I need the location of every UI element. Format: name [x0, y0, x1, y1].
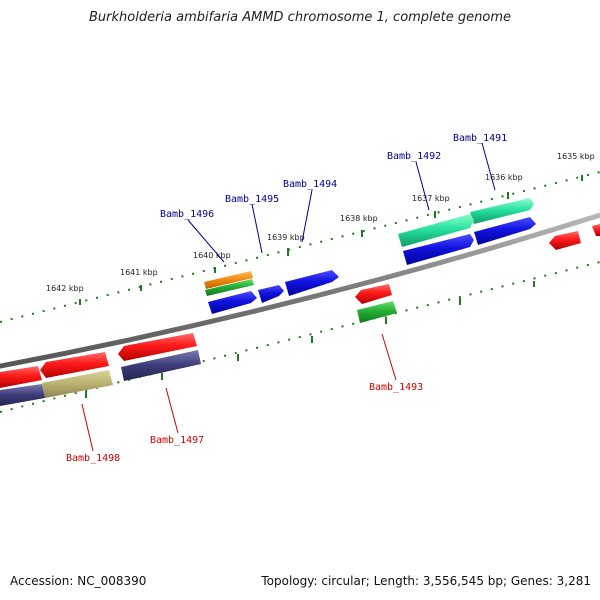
- kbp-label-1640: 1640 kbp: [193, 251, 231, 260]
- gene-left-edge-red[interactable]: [0, 366, 42, 388]
- gene-bamb-1496-rna[interactable]: [204, 271, 254, 296]
- leader-lines-forward: [187, 142, 496, 263]
- gene-right-edge-cds[interactable]: [592, 224, 600, 236]
- scale-track-inner: [0, 261, 600, 413]
- gene-left-edge-purple[interactable]: [0, 384, 45, 406]
- gene-bamb-1491-cds[interactable]: [474, 217, 536, 245]
- leader-lines-reverse: [81, 333, 397, 452]
- kbp-label-1639: 1639 kbp: [267, 233, 305, 242]
- gene-bamb-1496-cds[interactable]: [208, 291, 257, 314]
- gene-label-bamb-1494[interactable]: Bamb_1494: [283, 179, 337, 190]
- kbp-label-1636: 1636 kbp: [485, 173, 523, 182]
- gene-label-bamb-1497[interactable]: Bamb_1497: [150, 435, 204, 446]
- gene-bamb-1497-red[interactable]: [118, 333, 197, 361]
- kbp-label-1637: 1637 kbp: [412, 194, 450, 203]
- gene-bamb-1498-olive[interactable]: [42, 370, 113, 398]
- major-ticks-outer: [79, 175, 583, 305]
- gene-bamb-1498-red[interactable]: [40, 352, 109, 378]
- dna-backbone: [0, 212, 600, 369]
- gene-label-bamb-1491[interactable]: Bamb_1491: [453, 133, 507, 144]
- gene-bamb-1493-red[interactable]: [355, 284, 392, 304]
- scale-track-outer: [0, 171, 600, 323]
- kbp-label-1641: 1641 kbp: [120, 268, 158, 277]
- gene-bamb-1497-purple[interactable]: [121, 350, 201, 381]
- topology-text: Topology: circular; Length: 3,556,545 bp…: [261, 574, 591, 588]
- gene-label-bamb-1496[interactable]: Bamb_1496: [160, 209, 214, 220]
- accession-text: Accession: NC_008390: [10, 574, 147, 588]
- gene-label-bamb-1492[interactable]: Bamb_1492: [387, 151, 441, 162]
- gene-label-bamb-1493[interactable]: Bamb_1493: [369, 382, 423, 393]
- gene-label-bamb-1498[interactable]: Bamb_1498: [66, 453, 120, 464]
- major-ticks-inner: [85, 281, 535, 398]
- map-title: Burkholderia ambifaria AMMD chromosome 1…: [88, 10, 512, 25]
- gene-bamb-1495-cds[interactable]: [258, 285, 284, 303]
- gene-bamb-1492-feature[interactable]: [398, 214, 474, 247]
- kbp-label-1638: 1638 kbp: [340, 214, 378, 223]
- kbp-label-1642: 1642 kbp: [46, 284, 84, 293]
- gene-bamb-1491-feature[interactable]: [470, 198, 534, 224]
- gene-bamb-1492-cds[interactable]: [403, 234, 474, 265]
- kbp-label-1635: 1635 kbp: [557, 152, 595, 161]
- gene-bamb-1494-cds[interactable]: [285, 270, 339, 296]
- gene-bamb-1493-green[interactable]: [357, 301, 397, 323]
- gene-label-bamb-1495[interactable]: Bamb_1495: [225, 194, 279, 205]
- gene-right-red-arrow[interactable]: [549, 231, 581, 250]
